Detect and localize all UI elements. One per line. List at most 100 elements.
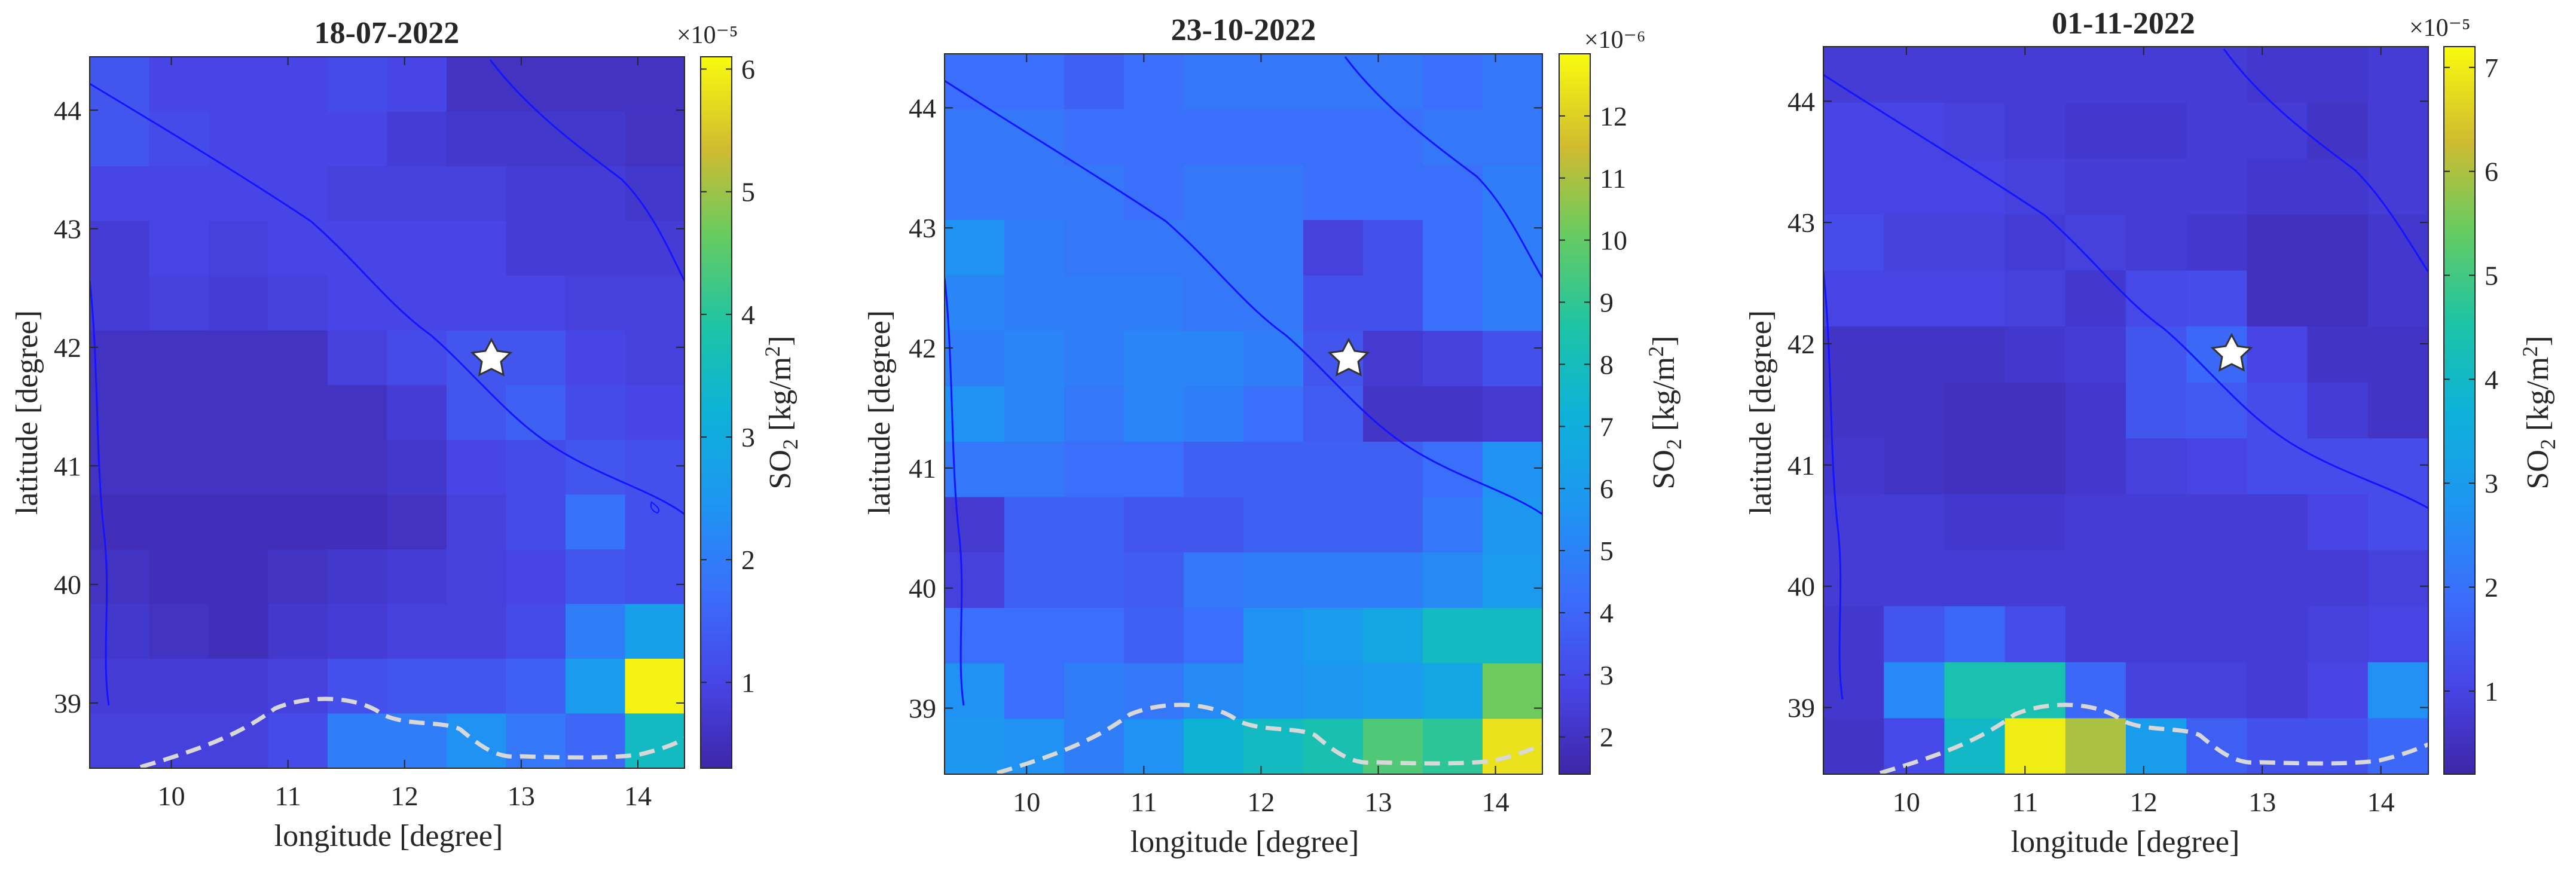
heatmap-cell [1363,497,1423,554]
y-tick-label: 39 [1787,692,1815,723]
heatmap-cell [506,166,566,222]
heatmap-cell [566,713,626,768]
heatmap-cell [506,330,566,386]
x-tick-label: 11 [275,781,301,811]
heatmap-cell [447,658,507,714]
colorbar-tick-label: 6 [741,54,755,85]
panel-2-axes-box [944,53,1543,775]
panel-1-star-marker [470,337,513,377]
heatmap-cell [447,166,507,222]
heatmap-cell [506,385,566,441]
heatmap-cell [209,658,269,714]
heatmap-cell [1823,550,1884,607]
heatmap-cell [447,276,507,331]
heatmap-cell [2367,158,2428,215]
heatmap-cell [1944,662,2006,719]
heatmap-cell [90,494,150,550]
heatmap-cell [387,604,447,659]
heatmap-cell [1124,607,1184,664]
heatmap-cell [268,57,328,112]
heatmap-cell [268,658,328,714]
heatmap-cell [447,549,507,605]
heatmap-cell [1124,386,1184,442]
y-tick-label: 44 [54,95,81,126]
heatmap-cell [2004,214,2066,271]
heatmap-cell [447,221,507,276]
heatmap-cell [2186,606,2248,663]
colorbar-tick-label: 3 [1600,660,1614,690]
heatmap-cell [1004,220,1065,276]
heatmap-cell [945,497,1005,554]
heatmap-cell [2367,606,2428,663]
x-tick-label: 10 [1893,787,1920,817]
heatmap-cell [506,221,566,276]
heatmap-cell [1064,386,1124,442]
heatmap-cell [268,385,328,441]
heatmap-cell [209,57,269,112]
heatmap-cell [1423,497,1483,554]
heatmap-cell [945,386,1005,442]
heatmap-cell [2065,214,2126,271]
heatmap-cell [2186,662,2248,719]
heatmap-cell [1124,109,1184,166]
heatmap-cell [566,221,626,276]
heatmap-cell [2186,47,2248,103]
heatmap-cell [2367,214,2428,271]
heatmap-cell [2186,550,2248,607]
panel-3-dashed-boundary [1880,702,2428,774]
heatmap-cell [1823,662,1884,719]
heatmap-cell [625,604,685,659]
panel-1-xlabel: longitude [degree] [274,819,503,853]
heatmap-cell [2367,550,2428,607]
heatmap-cell [149,549,209,605]
heatmap-cell [1884,494,1945,551]
heatmap-cell [1884,270,1945,327]
heatmap-cell [1363,164,1423,221]
panel-3-star-marker [2210,332,2253,372]
heatmap-cell [328,439,388,496]
heatmap-cell [1184,497,1244,554]
heatmap-cell [1944,382,2006,439]
colorbar-tick-label: 6 [2485,157,2498,187]
heatmap-cell [625,57,685,112]
heatmap-cell [2307,326,2369,383]
heatmap-cell [149,385,209,441]
panel-3-ticks: 10 11 12 13 14 39 40 41 42 43 44 [1787,47,2428,817]
colorbar-tick-label: 9 [1600,288,1614,318]
heatmap-cell [2004,326,2066,383]
panel-2-colorbar [1559,53,1591,775]
heatmap-cell [2126,494,2187,551]
heatmap-cell [1483,386,1542,442]
heatmap-cell [1124,441,1184,498]
heatmap-cell [506,604,566,659]
panel-1-dashed-boundary [140,696,685,768]
heatmap-cell [1363,607,1423,664]
heatmap-cell [1124,164,1184,221]
heatmap-cell [2247,326,2308,383]
heatmap-cell [1363,552,1423,609]
y-tick-label: 40 [909,573,936,604]
heatmap-cell [566,57,626,112]
y-tick-label: 41 [909,453,936,484]
heatmap-cell [1064,607,1124,664]
heatmap-cell [149,713,209,768]
heatmap-cell [1823,382,1884,439]
x-tick-label: 14 [1482,787,1509,817]
heatmap-cell [1124,275,1184,332]
heatmap-cell [506,658,566,714]
heatmap-cell [387,385,447,441]
heatmap-cell [90,166,150,222]
heatmap-cell [90,276,150,331]
heatmap-cell [2065,438,2126,495]
heatmap-cell [90,658,150,714]
heatmap-cell [328,604,388,659]
heatmap-cell [1303,663,1364,720]
heatmap-cell [1004,275,1065,332]
heatmap-cell [1184,552,1244,609]
y-tick-label: 42 [1787,329,1815,359]
heatmap-cell [1064,497,1124,554]
heatmap-cell [1944,102,2006,160]
heatmap-cell [1483,275,1542,332]
heatmap-cell [387,111,447,167]
